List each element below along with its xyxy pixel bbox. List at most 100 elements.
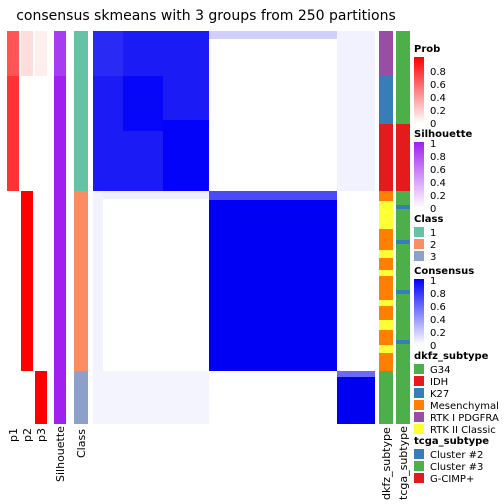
label-silhouette: Silhouette xyxy=(54,426,67,482)
prob-columns xyxy=(7,31,47,424)
dkfz-stripe-3 xyxy=(379,270,393,276)
legend-dkfz-swatch xyxy=(414,424,424,434)
tcga-stripe-4 xyxy=(396,340,410,344)
legend-class-swatch-2 xyxy=(414,239,424,249)
p2-col-g2 xyxy=(21,191,33,371)
legend-class-swatch-1 xyxy=(414,227,424,237)
tcga-stripe-2 xyxy=(396,240,410,244)
legend-tcga-swatch xyxy=(414,449,424,459)
matrix-g3-left-tint xyxy=(93,371,209,424)
dkfz-seg-1 xyxy=(379,31,393,76)
legend-tcga-swatch xyxy=(414,473,424,483)
tcga-stripe-1 xyxy=(396,205,410,209)
legend-prob-tick: 0.4 xyxy=(430,93,446,104)
tcga-seg-3 xyxy=(396,191,410,371)
tcga-seg-4 xyxy=(396,371,410,424)
legend-silhouette-tick: 0 xyxy=(430,204,436,215)
dkfz-stripe-5 xyxy=(379,320,393,330)
label-p2: p2 xyxy=(21,428,34,442)
matrix-g2-left-tint xyxy=(93,191,209,199)
silhouette-column-top xyxy=(54,31,66,76)
legend-class-item: 3 xyxy=(430,252,436,263)
matrix-g1-sub-c xyxy=(163,120,209,191)
legend-tcga-title: tcga_subtype xyxy=(414,436,489,447)
legend-silhouette-tick: 0.6 xyxy=(430,165,446,176)
dkfz-seg-5 xyxy=(379,371,393,424)
p2-col-g1-top xyxy=(21,31,33,76)
consensus-matrix xyxy=(93,31,375,424)
dkfz-stripe-2 xyxy=(379,250,393,258)
legend-consensus-tick: 1 xyxy=(430,276,436,287)
legend-dkfz-item: G34 xyxy=(430,365,450,376)
matrix-g2-side-tint xyxy=(93,191,103,424)
legend-tcga-item: Cluster #2 xyxy=(430,450,483,461)
dkfz-annotation xyxy=(379,31,393,424)
p3-col-g1-top xyxy=(35,31,47,76)
legend-consensus: Consensus 1 0.8 0.6 0.4 0.2 0 xyxy=(414,266,474,352)
legend-dkfz-item: RTK II Classic xyxy=(430,425,496,436)
class-col-2 xyxy=(74,191,88,371)
legend-consensus-tick: 0 xyxy=(430,341,436,352)
matrix-g2-edge xyxy=(209,191,337,200)
class-col-3 xyxy=(74,371,88,424)
legend-dkfz-swatch xyxy=(414,400,424,410)
dkfz-seg-2 xyxy=(379,76,393,124)
legend-tcga-item: G-CIMP+ xyxy=(430,474,474,485)
tcga-seg-1 xyxy=(396,31,410,124)
matrix-g3-edge xyxy=(337,371,375,377)
p1-col-g1-top xyxy=(7,31,19,76)
tcga-seg-2 xyxy=(396,124,410,191)
class-col-1 xyxy=(74,31,88,191)
legend-prob-bar xyxy=(414,57,424,123)
legend-dkfz-item: Mesenchymal xyxy=(430,401,499,412)
legend-prob-tick: 0.2 xyxy=(430,106,446,117)
matrix-g2-block xyxy=(209,191,337,371)
legend-dkfz-swatch xyxy=(414,364,424,374)
legend-prob-tick: 0.8 xyxy=(430,67,446,78)
legend-silhouette: Silhouette 1 0.8 0.6 0.4 0.2 0 xyxy=(414,129,473,215)
legend-dkfz-swatch xyxy=(414,376,424,386)
matrix-g1-sub-a xyxy=(93,31,123,76)
silhouette-column xyxy=(54,31,66,424)
legend-prob-tick: 0 xyxy=(430,119,436,130)
label-class: Class xyxy=(75,429,88,458)
legend-silhouette-bar xyxy=(414,142,424,208)
label-p1: p1 xyxy=(7,428,20,442)
legend-class-swatch-3 xyxy=(414,251,424,261)
tcga-stripe-3 xyxy=(396,290,410,294)
legend-tcga-item: Cluster #3 xyxy=(430,462,483,473)
chart-title: consensus skmeans with 3 groups from 250… xyxy=(16,8,396,24)
legend-class-title: Class xyxy=(414,214,443,225)
legend-class-item: 2 xyxy=(430,240,436,251)
legend-silhouette-title: Silhouette xyxy=(414,129,473,140)
legend-dkfz-swatch xyxy=(414,412,424,422)
label-dkfz: dkfz_subtype xyxy=(380,427,393,500)
matrix-g3-block xyxy=(337,371,375,424)
tcga-annotation xyxy=(396,31,410,424)
legend-dkfz-swatch xyxy=(414,388,424,398)
legend-consensus-tick: 0.2 xyxy=(430,328,446,339)
legend-prob-tick: 0.6 xyxy=(430,80,446,91)
legend-dkfz-title: dkfz_subtype xyxy=(414,351,489,362)
legend-consensus-bar xyxy=(414,279,424,345)
legend-dkfz: dkfz_subtype G34 IDH K27 Mesenchymal RTK… xyxy=(414,351,499,436)
legend-consensus-tick: 0.6 xyxy=(430,302,446,313)
legend-prob: Prob 0.8 0.6 0.4 0.2 0 xyxy=(414,44,446,130)
dkfz-stripe-4 xyxy=(379,300,393,306)
p1-col-g3 xyxy=(7,371,19,424)
legend-consensus-tick: 0.4 xyxy=(430,315,446,326)
p1-col-g2 xyxy=(7,191,19,371)
legend-silhouette-tick: 0.8 xyxy=(430,152,446,163)
legend-dkfz-item: IDH xyxy=(430,377,448,388)
legend-silhouette-tick: 0.4 xyxy=(430,178,446,189)
legend-class-item: 1 xyxy=(430,228,436,239)
legend-dkfz-item: K27 xyxy=(430,389,449,400)
dkfz-stripe-1 xyxy=(379,201,393,229)
legend-class: Class 1 2 3 xyxy=(414,214,443,263)
legend-prob-title: Prob xyxy=(414,44,440,55)
p3-col-g3 xyxy=(35,371,47,424)
matrix-g1-g2-tint xyxy=(209,31,337,39)
label-p3: p3 xyxy=(35,428,48,442)
legend-tcga-swatch xyxy=(414,461,424,471)
